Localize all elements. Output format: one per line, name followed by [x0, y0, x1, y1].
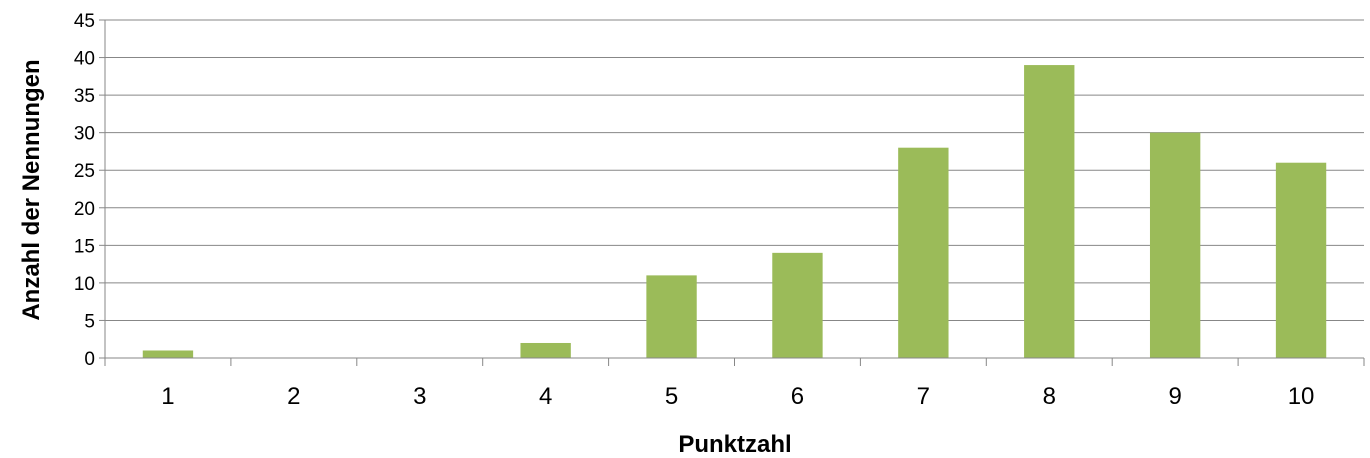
x-axis-title: Punktzahl: [678, 431, 791, 458]
x-tick-label: 7: [917, 383, 930, 410]
x-tick-label: 5: [665, 383, 678, 410]
y-tick-label: 30: [74, 124, 95, 145]
bar-5: [646, 275, 697, 358]
bars: [142, 65, 1327, 359]
bar-1: [142, 350, 194, 358]
bar-7: [898, 147, 949, 358]
x-tick-label: 3: [413, 383, 426, 410]
y-tick-label: 40: [74, 49, 95, 70]
x-tick-label: 6: [791, 383, 804, 410]
bar-6: [772, 252, 823, 358]
bar-8: [1024, 65, 1075, 359]
y-tick-label: 20: [74, 199, 95, 220]
axes: [104, 20, 1365, 366]
y-tick-label: 35: [74, 86, 95, 107]
bar-10: [1275, 162, 1327, 358]
y-tick-labels: 0 5 10 15 20 25 30 35 40 45: [74, 11, 95, 370]
y-tick-label: 25: [74, 161, 95, 182]
x-tick-label: 1: [161, 383, 174, 410]
y-tick-label: 45: [74, 11, 95, 32]
y-tick-label: 5: [84, 311, 95, 332]
bar-9: [1149, 132, 1201, 358]
y-tick-label: 15: [74, 236, 95, 257]
x-tick-label: 8: [1043, 383, 1056, 410]
y-axis-title: Anzahl der Nennungen: [18, 59, 45, 320]
y-tick-label: 0: [84, 349, 95, 370]
bar-4: [520, 342, 571, 358]
x-tick-label: 9: [1168, 383, 1181, 410]
x-tick-labels: 1 2 3 4 5 6 7 8 9 10: [161, 383, 1314, 410]
x-tick-label: 4: [539, 383, 552, 410]
x-tick-label: 2: [287, 383, 300, 410]
y-tick-label: 10: [74, 274, 95, 295]
x-tick-label: 10: [1288, 383, 1315, 410]
